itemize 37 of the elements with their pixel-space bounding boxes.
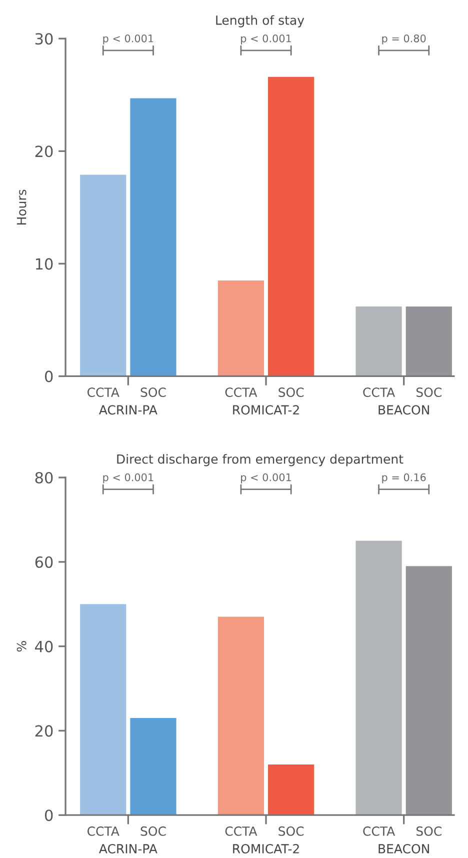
y-tick-label: 30 bbox=[35, 33, 53, 45]
text: BEACON bbox=[378, 844, 429, 854]
text: ROMICAT-2 bbox=[233, 405, 299, 415]
annotation: p < 0.001 bbox=[103, 34, 154, 44]
x-tick-label: CCTA bbox=[225, 388, 258, 397]
y-tick-label: 20 bbox=[35, 725, 53, 737]
x-tick-label: CCTA bbox=[225, 826, 258, 836]
text: ROMICAT-2 bbox=[233, 844, 299, 854]
chart-title: Length of stay bbox=[216, 15, 304, 28]
x-tick-label: SOC bbox=[140, 388, 166, 397]
annotation: p < 0.001 bbox=[241, 34, 291, 44]
annotation: p = 0.16 bbox=[382, 473, 426, 484]
text: ACRIN-PA bbox=[98, 844, 158, 854]
text: ACRIN-PA bbox=[98, 405, 158, 415]
chart-title: Direct discharge from emergency department bbox=[117, 454, 404, 466]
y-tick-label: 10 bbox=[36, 258, 53, 270]
y-axis-title: Hours bbox=[17, 190, 26, 224]
y-axis-title: % bbox=[16, 641, 26, 652]
x-tick-label: SOC bbox=[416, 826, 442, 836]
x-tick-label: CCTA bbox=[363, 388, 396, 397]
x-tick-label: SOC bbox=[416, 388, 442, 397]
annotation: p < 0.001 bbox=[241, 473, 291, 484]
y-tick-label: 80 bbox=[35, 472, 53, 484]
x-tick-label: SOC bbox=[278, 826, 304, 836]
y-tick-label: 0 bbox=[45, 370, 53, 382]
x-tick-label: CCTA bbox=[363, 826, 396, 836]
y-tick-label: 60 bbox=[35, 556, 53, 568]
y-tick-label: 20 bbox=[35, 146, 53, 158]
x-tick-label: CCTA bbox=[87, 826, 120, 836]
x-tick-label: SOC bbox=[140, 826, 166, 836]
annotation: p = 0.80 bbox=[382, 34, 426, 44]
x-tick-label: SOC bbox=[278, 388, 304, 397]
y-tick-label: 40 bbox=[35, 640, 53, 652]
y-tick-label: 0 bbox=[45, 810, 53, 822]
text: BEACON bbox=[378, 405, 429, 415]
annotation: p < 0.001 bbox=[103, 473, 154, 484]
x-tick-label: CCTA bbox=[87, 388, 120, 397]
